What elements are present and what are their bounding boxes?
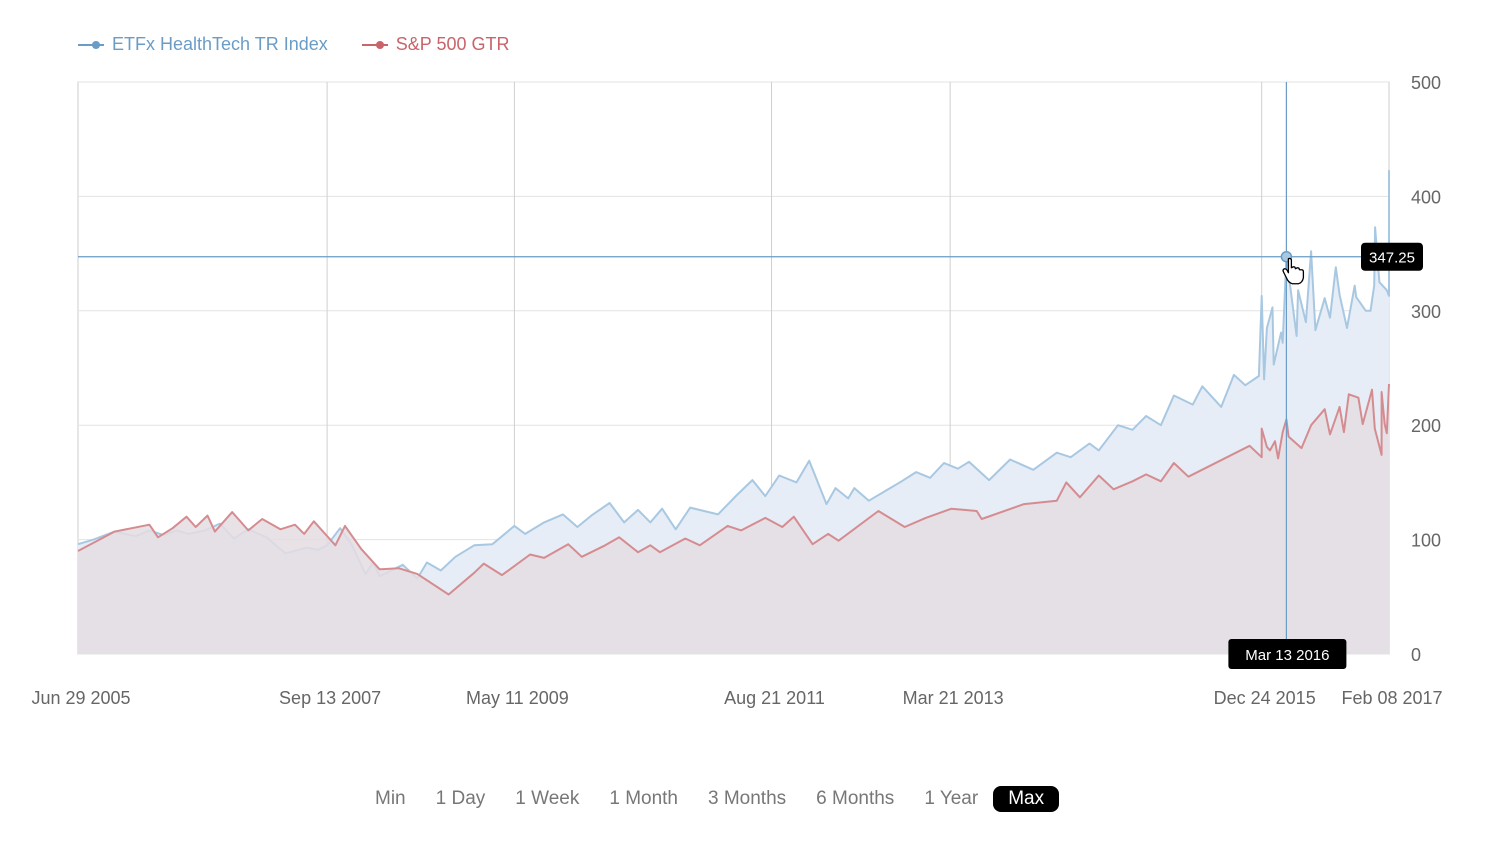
range-1-day-button[interactable]: 1 Day bbox=[435, 788, 486, 809]
legend-label-healthtech: ETFx HealthTech TR Index bbox=[112, 34, 328, 54]
y-tick-label: 400 bbox=[1411, 187, 1441, 207]
legend-item-sp500[interactable]: S&P 500 GTR bbox=[361, 34, 510, 55]
range-1-year-button[interactable]: 1 Year bbox=[924, 788, 979, 809]
tooltip-value: 347.25 bbox=[1361, 242, 1423, 271]
legend: ETFx HealthTech TR Index S&P 500 GTR bbox=[78, 34, 510, 55]
legend-marker-healthtech-icon bbox=[78, 40, 104, 50]
range-max-button[interactable]: Max bbox=[993, 786, 1060, 812]
y-tick-label: 0 bbox=[1411, 645, 1421, 665]
tooltip-value-text: 347.25 bbox=[1369, 250, 1415, 267]
x-tick-label: Dec 24 2015 bbox=[1214, 688, 1316, 708]
x-tick-label: May 11 2009 bbox=[466, 688, 569, 708]
y-tick-label: 500 bbox=[1411, 73, 1441, 93]
x-tick-label: Feb 08 2017 bbox=[1341, 688, 1442, 708]
tooltip-value-box bbox=[1361, 242, 1423, 271]
range-1-month-button[interactable]: 1 Month bbox=[609, 788, 678, 809]
y-tick-label: 100 bbox=[1411, 531, 1441, 551]
range-6-months-button[interactable]: 6 Months bbox=[816, 788, 895, 809]
x-tick-label: Sep 13 2007 bbox=[279, 688, 381, 708]
range-3-months-button[interactable]: 3 Months bbox=[708, 788, 787, 809]
hand-cursor-icon bbox=[1282, 257, 1305, 285]
x-tick-label: Aug 21 2011 bbox=[724, 688, 825, 708]
x-tick-label: Mar 21 2013 bbox=[903, 688, 1004, 708]
x-tick-label: Jun 29 2005 bbox=[31, 688, 130, 708]
tooltip-date-box bbox=[1228, 639, 1347, 669]
y-tick-label: 300 bbox=[1411, 302, 1441, 322]
series-area-1 bbox=[78, 384, 1389, 654]
range-min-button[interactable]: Min bbox=[375, 788, 406, 809]
legend-label-sp500: S&P 500 GTR bbox=[395, 34, 510, 54]
hand-cursor-shape bbox=[1282, 257, 1305, 285]
range-1-week-button[interactable]: 1 Week bbox=[515, 788, 580, 809]
legend-item-healthtech[interactable]: ETFx HealthTech TR Index bbox=[78, 34, 328, 55]
series-line-1 bbox=[77, 383, 1390, 596]
range-selector: Min 1 Day 1 Week 1 Month 3 Months 6 Mont… bbox=[360, 786, 1060, 812]
tooltip-date-text: Mar 13 2016 bbox=[1245, 647, 1329, 664]
legend-marker-sp500-icon bbox=[361, 40, 388, 50]
y-tick-label: 200 bbox=[1411, 416, 1441, 436]
tooltip-date: Mar 13 2016 bbox=[1228, 639, 1347, 669]
